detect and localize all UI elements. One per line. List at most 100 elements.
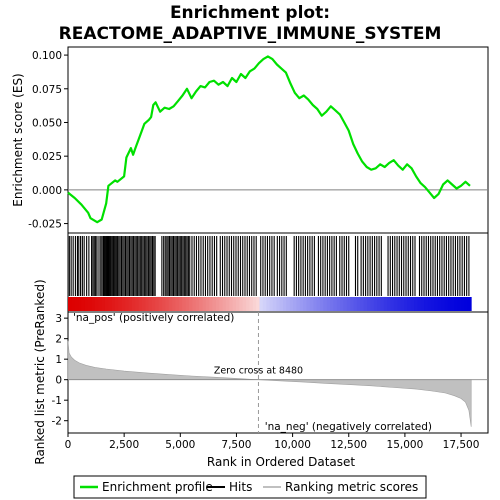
rank-bar-segment (135, 297, 140, 311)
rank-bar-segment (209, 297, 213, 311)
rank-bar-segment (286, 297, 291, 311)
rank-bar-segment (81, 297, 86, 311)
rank-bar-segment (303, 297, 308, 311)
rank-bar-segment (309, 297, 314, 311)
rank-bar-segment (383, 297, 388, 311)
es-y-tick-label: 0.025 (32, 151, 62, 163)
rank-bar-segment (400, 297, 405, 311)
rank-bar-segment (252, 297, 257, 311)
rank-bar-segment (450, 297, 455, 311)
rank-bar-segment (336, 297, 341, 311)
rank-bar-segment (188, 297, 193, 311)
rank-bar-segment (104, 297, 109, 311)
rank-bar-segment (242, 297, 247, 311)
enrichment-profile-line (67, 55, 471, 224)
rank-bar-segment (340, 297, 344, 311)
rank-bar-segment (440, 297, 445, 311)
legend: Enrichment profile Hits Ranking metric s… (73, 475, 427, 499)
rank-bar-segment (212, 297, 217, 311)
legend-box (73, 475, 427, 499)
es-y-axis-label: Enrichment score (ES) (11, 73, 25, 206)
rank-bar-segment (461, 297, 465, 311)
x-tick-label: 2,500 (109, 439, 139, 451)
rank-bar-segment (269, 297, 274, 311)
rank-bar-segment (151, 297, 156, 311)
ranking-color-bar (68, 297, 472, 311)
rank-bar-segment (343, 297, 348, 311)
rank-bar-segment (229, 297, 234, 311)
legend-hits-label: Hits (229, 480, 252, 494)
x-tick-label: 5,000 (165, 439, 195, 451)
es-y-tick-label: -0.025 (28, 219, 62, 231)
es-y-tick-label: 0.000 (32, 185, 62, 197)
rank-bar-segment (162, 297, 166, 311)
rank-bar-segment (88, 297, 93, 311)
rank-bar-segment (239, 297, 244, 311)
metric-y-tick-label: 1 (55, 354, 62, 366)
rank-bar-segment (108, 297, 113, 311)
rank-bar-segment (235, 297, 240, 311)
rank-bar-segment (222, 297, 227, 311)
rank-bar-segment (393, 297, 398, 311)
rank-bar-segment (202, 297, 207, 311)
rank-bar-segment (111, 297, 116, 311)
es-y-tick-label: 0.100 (32, 50, 62, 62)
metric-y-tick-label: 2 (55, 334, 62, 346)
es-y-tick-label: 0.050 (32, 117, 62, 129)
metric-y-axis-label: Ranked list metric (PreRanked) (33, 279, 47, 464)
metric-y-tick-label: 0 (55, 375, 62, 387)
legend-enrichment-label: Enrichment profile (102, 480, 213, 494)
rank-bar-segment (262, 297, 267, 311)
x-tick-label: 17,500 (443, 439, 480, 451)
metric-y-ticks: -2 -1 0 1 2 3 (52, 313, 68, 428)
rank-bar-segment (249, 297, 254, 311)
rank-bar-segment (457, 297, 462, 311)
x-axis-label: Rank in Ordered Dataset (207, 455, 355, 469)
rank-bar-segment (326, 297, 331, 311)
metric-y-tick-label: 3 (55, 313, 62, 325)
rank-bar-segment (437, 297, 442, 311)
rank-bar-segment (131, 297, 136, 311)
rank-bar-segment (101, 297, 106, 311)
rank-bar-segment (356, 297, 361, 311)
es-y-tick-label: 0.075 (32, 84, 62, 96)
metric-y-tick-label: -2 (52, 416, 62, 428)
rank-bar-segment (390, 297, 395, 311)
rank-bar-segment (313, 297, 318, 311)
rank-bar-segment (94, 297, 99, 311)
es-line-group (67, 55, 471, 224)
rank-bar-segment (98, 297, 103, 311)
hits-panel (67, 232, 489, 313)
rank-bar-segment (172, 297, 177, 311)
rank-bar-segment (199, 297, 203, 311)
rank-bar-segment (350, 297, 355, 311)
rank-bar-segment (192, 297, 197, 311)
rank-bar-segment (434, 297, 439, 311)
rank-bar-segment (205, 297, 210, 311)
rank-bar-segment (420, 297, 425, 311)
rank-bar-segment (367, 297, 371, 311)
es-panel-frame (67, 46, 489, 234)
rank-bar-segment (78, 297, 82, 311)
es-panel: -0.025 0.000 0.025 0.050 0.075 0.100 Enrichme… (11, 46, 489, 234)
rank-bar-segment (316, 297, 321, 311)
rank-bar-segment (259, 297, 264, 311)
rank-bar-segment (215, 297, 220, 311)
rank-bar-segment (178, 297, 183, 311)
rank-bar-segment (333, 297, 338, 311)
zero-cross-label: Zero cross at 8480 (214, 366, 303, 377)
es-y-ticks: -0.025 0.000 0.025 0.050 0.075 0.100 (28, 50, 68, 231)
rank-bar-segment (276, 297, 281, 311)
rank-bar-segment (182, 297, 187, 311)
rank-bar-segment (410, 297, 415, 311)
metric-panel: -2 -1 0 1 2 3 Zero cross at 8480 'na_pos' (po… (33, 279, 489, 465)
metric-area-group (67, 340, 488, 427)
rank-bar-segment (175, 297, 180, 311)
rank-bar-segment (279, 297, 284, 311)
rank-bar-segment (155, 297, 160, 311)
x-tick-label: 10,000 (274, 439, 311, 451)
rank-bar-segment (397, 297, 402, 311)
rank-bar-segment (145, 297, 150, 311)
hits-group (68, 236, 470, 296)
